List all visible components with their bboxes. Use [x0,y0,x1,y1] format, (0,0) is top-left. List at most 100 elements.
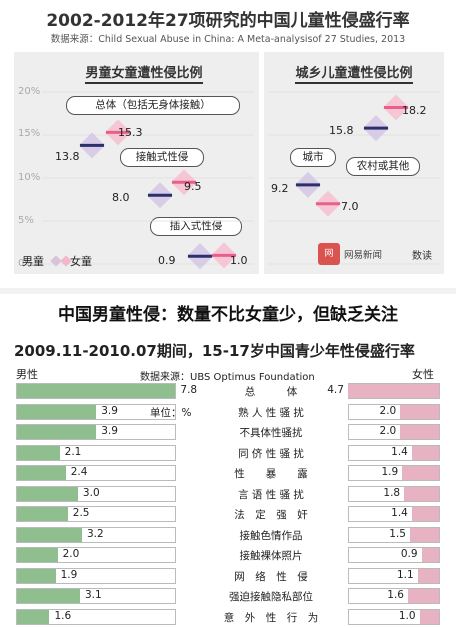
category-label: 不具体性骚扰 [239,427,303,439]
male-bar [17,609,50,624]
female-value-label: 2.0 [379,404,397,417]
male-bar [17,527,82,542]
category-pill-penetration: 插入式性侵 [150,217,242,236]
male-value-label: 3.0 [82,486,100,499]
gender-chart-marks [42,91,254,270]
male-bar [17,568,56,583]
y-tick-10: 10% [18,172,41,183]
netease-label: 网易新闻 [344,250,383,261]
bar-source-note: 数据来源：UBS Optimus Foundation [140,372,315,383]
left-header-male: 男性 [16,368,38,381]
female-bar [419,609,439,624]
male-bar [17,445,60,460]
male-value-label: 7.8 [180,384,198,396]
female-value-label: 1.4 [391,445,408,458]
female-value-label: 2.0 [379,425,397,437]
male-value-label: 3.2 [86,527,104,540]
label-rural-18-2: 18.2 [402,104,427,117]
category-label: 网 络 性 侵 [234,570,308,583]
female-value-label: 1.0 [398,609,416,622]
male-value-label: 3.9 [101,425,118,437]
right-header-female: 女性 [412,368,434,381]
female-bar [347,384,439,398]
female-value-label: 4.7 [327,384,344,396]
label-female-overall: 15.3 [118,126,143,139]
label-rural-7-0: 7.0 [341,200,359,213]
label-male-penetration: 0.9 [158,254,176,267]
category-pill-overall: 总体（包括无身体接触） [66,96,240,115]
female-value-label: 1.5 [389,527,406,540]
y-tick-0: 0% [18,258,34,269]
male-value-label: 2.0 [62,548,80,560]
page-title: 2002-2012年27项研究的中国儿童性侵盛行率 [46,11,410,31]
female-bar [411,507,439,521]
source-note: 数据来源：Child Sexual Abuse in China: A Meta… [50,34,406,45]
gender-panel-title: 男童女童遭性侵比例 [44,62,244,84]
female-bar [417,568,439,583]
female-bar [421,548,439,562]
female-track [348,547,440,563]
category-label: 性 暴 露 [234,468,308,480]
label-male-contact: 8.0 [112,191,130,204]
category-label: 意 外 性 行 为 [223,611,319,624]
legend-male: 男童 [22,255,44,268]
female-bar [411,445,439,460]
male-value-label: 2.5 [72,507,90,519]
male-bar [17,589,80,603]
female-value-label: 1.4 [391,507,408,519]
male-bar [17,404,97,419]
label-city-9-2: 9.2 [271,182,289,195]
category-pill-contact: 接触式性侵 [120,148,204,167]
y-tick-5: 5% [18,215,34,226]
unit-label: 单位：% [150,406,192,419]
male-bar [17,384,176,398]
label-female-penetration: 1.0 [230,254,248,267]
category-pill-rural: 农村或其他 [346,157,420,176]
category-pill-city: 城市 [290,148,336,167]
legend-female: 女童 [70,255,92,268]
category-label: 熟 人 性 骚 扰 [238,406,304,419]
label-male-overall: 13.8 [55,150,80,163]
female-value-label: 1.9 [381,466,399,478]
male-bar [17,466,66,480]
shudu-label: 数读 [412,251,432,262]
category-label: 强迫接触隐私部位 [229,591,313,603]
male-bar [17,425,97,439]
female-bar [407,589,439,603]
divider [0,288,456,294]
male-value-label: 2.4 [70,466,88,478]
urban-rural-chart-marks [268,91,440,265]
female-value-label: 0.9 [400,548,418,560]
male-value-label: 3.1 [84,589,102,601]
netease-logo: 网 [318,243,340,265]
female-track [348,567,440,584]
bar-rows: 7.8 总 体 4.7 3.9 熟 人 性 骚 扰 2.0 3.9 不具体性骚扰 2.0 2.1 同… [0,383,456,628]
category-label: 同 侪 性 骚 扰 [238,447,304,460]
female-value-label: 1.1 [396,568,414,581]
category-label: 言 语 性 骚 扰 [238,488,304,501]
male-value-label: 1.6 [54,609,72,622]
male-bar [17,548,58,562]
female-value-label: 1.8 [383,486,401,499]
y-tick-15: 15% [18,128,41,139]
urban-rural-panel-title: 城乡儿童遭性侵比例 [266,62,442,84]
category-label: 接触裸体照片 [239,550,303,562]
male-value-label: 3.9 [101,404,118,417]
male-track [16,608,176,625]
female-bar [409,527,439,542]
category-label: 接触色情作品 [239,529,303,542]
female-bar [400,425,439,439]
bar-chart-title: 2009.11-2010.07期间，15-17岁中国青少年性侵盛行率 [14,342,415,360]
male-value-label: 1.9 [60,568,78,581]
female-track [348,608,440,625]
label-city-15-8: 15.8 [329,124,354,137]
section-heading: 中国男童性侵：数量不比女童少，但缺乏关注 [58,305,398,325]
category-label: 总 体 [244,386,298,398]
male-track [16,567,176,584]
female-bar [400,404,439,419]
y-tick-20: 20% [18,86,41,97]
label-female-contact: 9.5 [184,180,202,193]
male-bar [17,486,78,501]
female-bar [402,466,439,480]
female-bar [404,486,439,501]
